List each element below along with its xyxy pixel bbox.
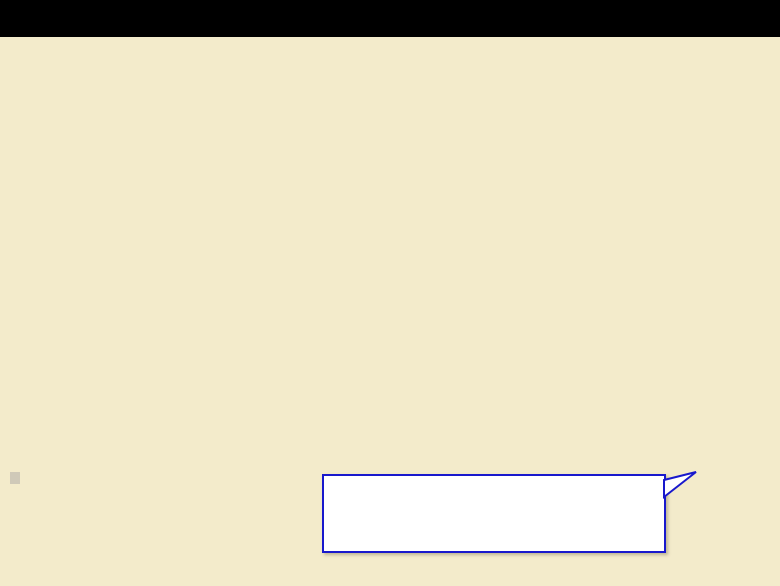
quote-row — [0, 20, 780, 36]
chart-header — [0, 0, 780, 37]
quote-close — [267, 23, 270, 34]
quote-change — [293, 23, 296, 34]
annotation-text-box — [322, 474, 666, 553]
ticker-row — [0, 0, 780, 20]
quote-volume — [280, 23, 283, 34]
volume-legend — [10, 472, 20, 484]
quote-low — [254, 23, 257, 34]
quote-open — [228, 23, 231, 34]
quote-high — [241, 23, 244, 34]
